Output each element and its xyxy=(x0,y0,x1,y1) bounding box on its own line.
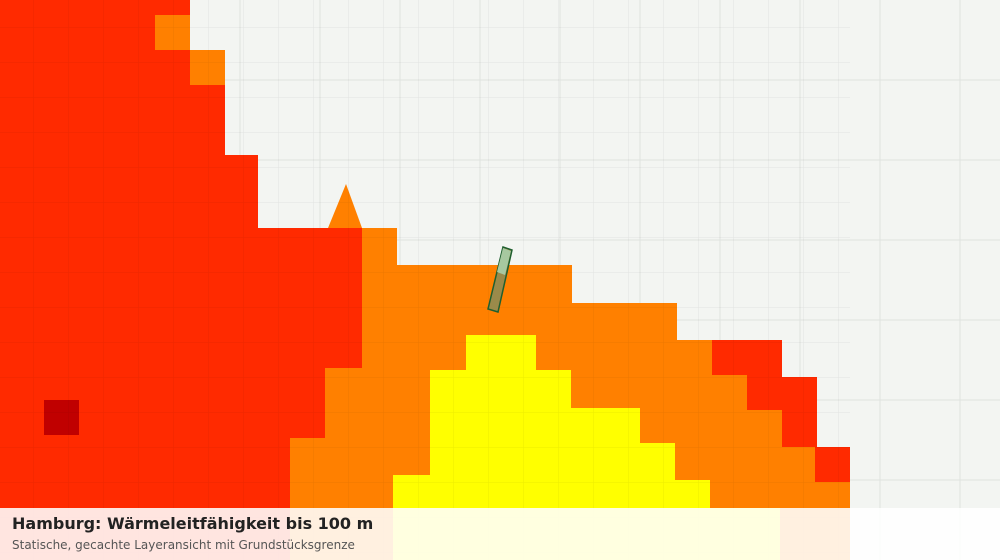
subtitle: Statische, gecachte Layeransicht mit Gru… xyxy=(12,538,355,552)
parcel-highlight xyxy=(497,248,511,275)
caption-bar: Hamburg: Wärmeleitfähigkeit bis 100 m St… xyxy=(0,508,1000,560)
tile-lines xyxy=(0,0,850,560)
title: Hamburg: Wärmeleitfähigkeit bis 100 m xyxy=(12,514,374,533)
